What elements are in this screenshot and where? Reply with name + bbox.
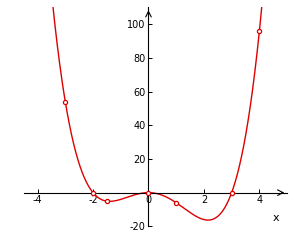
Text: x: x <box>273 213 279 223</box>
